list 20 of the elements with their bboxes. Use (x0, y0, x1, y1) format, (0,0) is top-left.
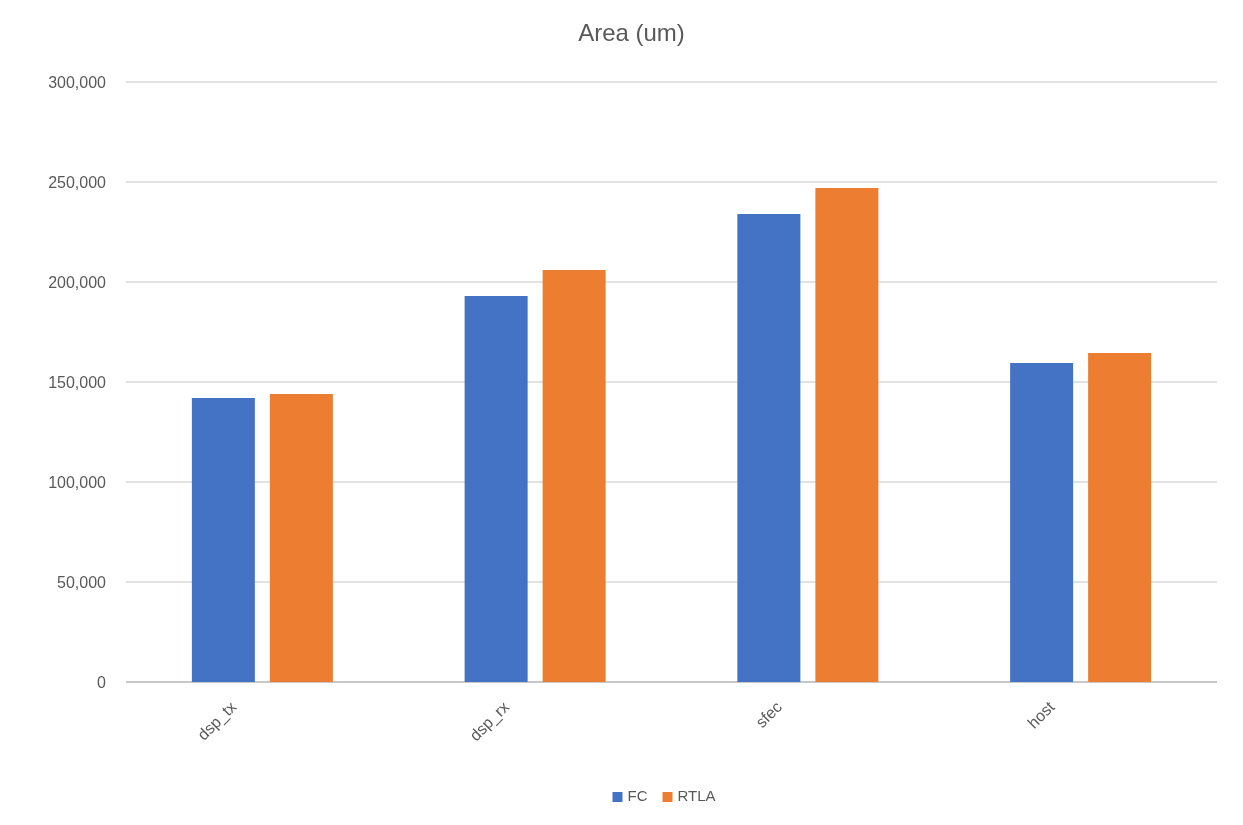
y-tick-label: 50,000 (57, 574, 107, 591)
bar (1010, 363, 1074, 682)
bar (269, 394, 333, 682)
y-tick-label: 250,000 (48, 174, 107, 191)
y-tick-label: 0 (97, 674, 107, 691)
bar (815, 188, 879, 682)
bar (542, 270, 606, 682)
y-tick-label: 100,000 (48, 474, 107, 491)
x-tick-label: host (1024, 697, 1059, 732)
legend-label: RTLA (677, 787, 716, 804)
y-tick-label: 150,000 (48, 374, 107, 391)
x-tick-label: sfec (752, 698, 785, 731)
legend-label: FC (627, 787, 648, 804)
bar (464, 296, 528, 682)
chart-title: Area (um) (578, 19, 685, 46)
y-tick-label: 200,000 (48, 274, 107, 291)
y-tick-label: 300,000 (48, 74, 107, 91)
bar (1088, 353, 1152, 682)
bar (191, 398, 255, 682)
bar (737, 214, 801, 682)
